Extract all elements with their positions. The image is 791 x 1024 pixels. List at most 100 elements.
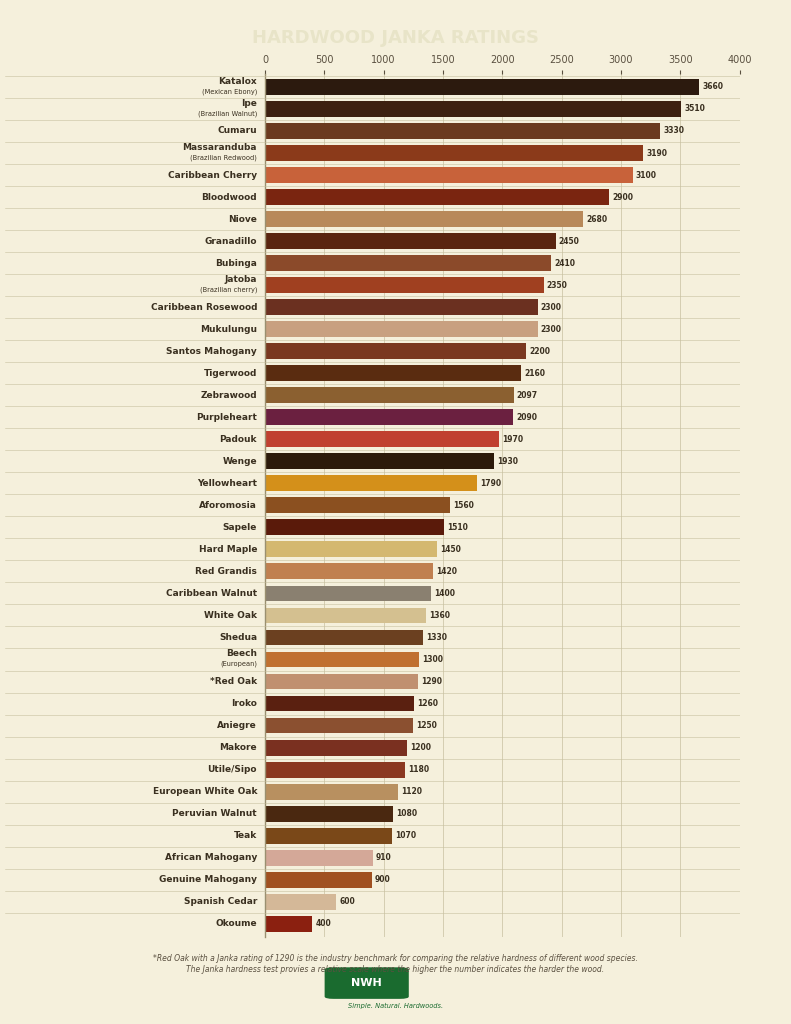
Text: 1420: 1420: [437, 567, 457, 575]
Bar: [265, 123, 660, 139]
Text: Cumaru: Cumaru: [218, 127, 257, 135]
Text: Purpleheart: Purpleheart: [196, 413, 257, 422]
Bar: [265, 101, 682, 117]
Text: 2300: 2300: [541, 325, 562, 334]
Text: 2680: 2680: [586, 215, 607, 223]
Bar: [265, 739, 407, 756]
Text: 2200: 2200: [529, 347, 550, 355]
Text: HARDWOOD JANKA RATINGS: HARDWOOD JANKA RATINGS: [252, 29, 539, 47]
Text: Massaranduba: Massaranduba: [183, 142, 257, 152]
Text: Padouk: Padouk: [220, 435, 257, 443]
Text: 1790: 1790: [480, 479, 501, 487]
Bar: [265, 498, 450, 513]
Bar: [265, 894, 336, 909]
Text: Aforomosia: Aforomosia: [199, 501, 257, 510]
Bar: [265, 167, 633, 183]
Text: 2900: 2900: [612, 193, 633, 202]
Text: Iroko: Iroko: [231, 699, 257, 708]
Bar: [265, 563, 433, 580]
Text: 2350: 2350: [547, 281, 568, 290]
Text: 1120: 1120: [401, 787, 422, 796]
Text: Caribbean Cherry: Caribbean Cherry: [168, 171, 257, 179]
Bar: [265, 695, 414, 712]
Text: Niove: Niove: [228, 215, 257, 223]
Text: *Red Oak: *Red Oak: [210, 677, 257, 686]
Bar: [265, 806, 393, 821]
Text: 2090: 2090: [516, 413, 537, 422]
Text: 2097: 2097: [517, 391, 538, 399]
Bar: [265, 299, 538, 315]
Bar: [265, 871, 372, 888]
Text: African Mahogany: African Mahogany: [165, 853, 257, 862]
Bar: [265, 255, 551, 271]
Text: (Mexican Ebony): (Mexican Ebony): [202, 88, 257, 95]
Text: Bubinga: Bubinga: [215, 259, 257, 267]
Text: Aniegre: Aniegre: [218, 721, 257, 730]
Bar: [265, 718, 414, 733]
Text: 600: 600: [339, 897, 355, 906]
Text: 910: 910: [376, 853, 392, 862]
Text: 2300: 2300: [541, 303, 562, 311]
Text: Teak: Teak: [234, 831, 257, 840]
Text: 1180: 1180: [408, 765, 429, 774]
Bar: [265, 915, 312, 932]
Text: 3660: 3660: [702, 83, 723, 91]
Text: 1250: 1250: [416, 721, 437, 730]
Bar: [265, 322, 538, 337]
Text: Makore: Makore: [219, 743, 257, 752]
Bar: [265, 586, 431, 601]
Text: 1560: 1560: [453, 501, 474, 510]
Text: 1260: 1260: [418, 699, 438, 708]
Text: (European): (European): [220, 660, 257, 668]
Bar: [265, 827, 392, 844]
Bar: [265, 630, 423, 645]
Text: European White Oak: European White Oak: [153, 787, 257, 796]
Text: Spanish Cedar: Spanish Cedar: [184, 897, 257, 906]
Text: 1360: 1360: [430, 611, 450, 620]
Text: 1200: 1200: [411, 743, 431, 752]
Text: Wenge: Wenge: [222, 457, 257, 466]
Bar: [265, 762, 405, 777]
FancyBboxPatch shape: [324, 968, 409, 998]
Text: 1300: 1300: [422, 655, 443, 664]
Text: 1070: 1070: [395, 831, 416, 840]
Bar: [265, 783, 398, 800]
Text: 900: 900: [375, 876, 391, 884]
Text: 3510: 3510: [684, 104, 706, 114]
Text: 2450: 2450: [558, 237, 580, 246]
Text: Mukulungu: Mukulungu: [200, 325, 257, 334]
Text: Ipe: Ipe: [241, 98, 257, 108]
Bar: [265, 850, 373, 865]
Bar: [265, 454, 494, 469]
Text: 3330: 3330: [663, 127, 684, 135]
Bar: [265, 607, 426, 624]
Bar: [265, 145, 644, 161]
Bar: [265, 343, 526, 359]
Text: *Red Oak with a Janka rating of 1290 is the industry benchmark for comparing the: *Red Oak with a Janka rating of 1290 is …: [153, 954, 638, 964]
Bar: [265, 79, 699, 95]
Text: Granadillo: Granadillo: [205, 237, 257, 246]
Text: Red Grandis: Red Grandis: [195, 567, 257, 575]
Text: (Brazilian Walnut): (Brazilian Walnut): [198, 111, 257, 117]
Text: Bloodwood: Bloodwood: [202, 193, 257, 202]
Text: 1930: 1930: [497, 457, 518, 466]
Text: Hard Maple: Hard Maple: [199, 545, 257, 554]
Bar: [265, 233, 556, 249]
Bar: [265, 387, 514, 403]
Text: Simple. Natural. Hardwoods.: Simple. Natural. Hardwoods.: [348, 1004, 443, 1010]
Text: NWH: NWH: [351, 978, 382, 988]
Text: Beech: Beech: [226, 649, 257, 658]
Text: 3190: 3190: [646, 148, 668, 158]
Text: Caribbean Walnut: Caribbean Walnut: [166, 589, 257, 598]
Text: Katalox: Katalox: [218, 77, 257, 86]
Text: 1080: 1080: [396, 809, 417, 818]
Bar: [265, 211, 583, 227]
Text: Zebrawood: Zebrawood: [200, 391, 257, 399]
Bar: [265, 278, 544, 293]
Text: 3100: 3100: [636, 171, 657, 179]
Bar: [265, 431, 499, 447]
Text: Shedua: Shedua: [219, 633, 257, 642]
Bar: [265, 519, 445, 536]
Bar: [265, 475, 478, 492]
Text: Tigerwood: Tigerwood: [203, 369, 257, 378]
